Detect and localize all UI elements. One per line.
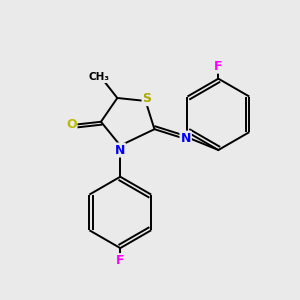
Text: O: O	[66, 118, 76, 131]
Text: N: N	[115, 143, 125, 157]
Text: F: F	[214, 60, 223, 73]
Text: CH₃: CH₃	[88, 72, 109, 82]
Text: S: S	[142, 92, 152, 105]
Text: N: N	[181, 132, 191, 145]
Text: F: F	[116, 254, 124, 267]
